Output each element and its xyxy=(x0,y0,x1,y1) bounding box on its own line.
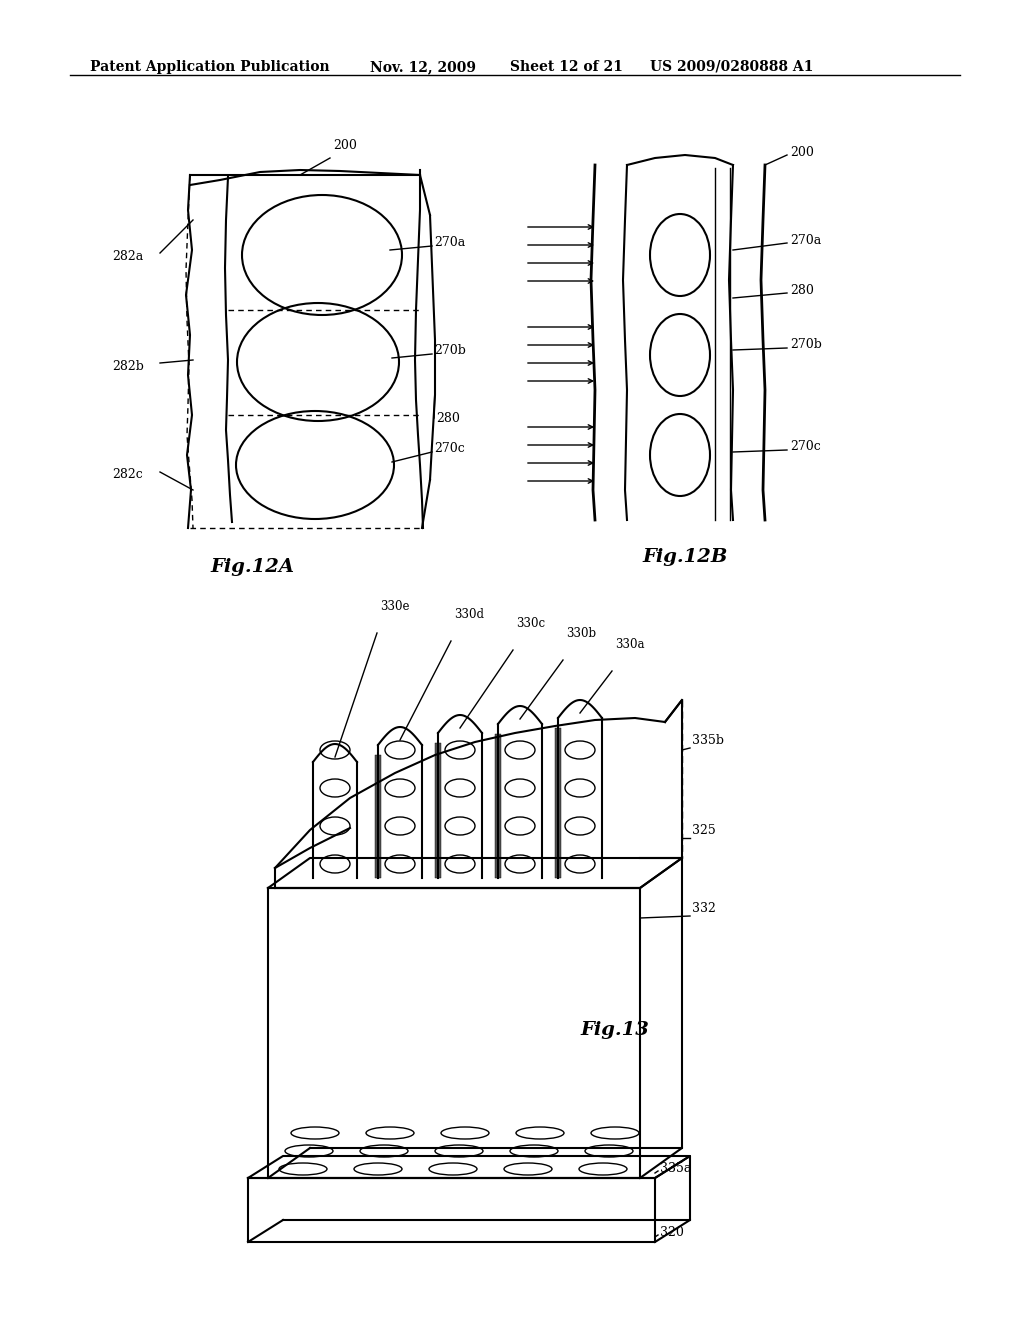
Text: 270a: 270a xyxy=(434,236,465,249)
Text: 330c: 330c xyxy=(516,616,545,630)
Text: Fig.12B: Fig.12B xyxy=(642,548,728,566)
Text: 320: 320 xyxy=(660,1225,684,1238)
Text: 330b: 330b xyxy=(566,627,596,640)
Text: Sheet 12 of 21: Sheet 12 of 21 xyxy=(510,59,623,74)
Bar xyxy=(435,743,441,878)
Text: 335b: 335b xyxy=(692,734,724,747)
Bar xyxy=(555,729,561,878)
Text: 282a: 282a xyxy=(112,249,143,263)
Text: 330e: 330e xyxy=(380,601,410,612)
Text: 270a: 270a xyxy=(790,234,821,247)
Text: 332: 332 xyxy=(692,902,716,915)
Text: 335a: 335a xyxy=(660,1162,691,1175)
Text: 280: 280 xyxy=(790,284,814,297)
Bar xyxy=(375,755,381,878)
Text: 270c: 270c xyxy=(434,442,465,455)
Text: 330a: 330a xyxy=(615,638,644,651)
Text: 200: 200 xyxy=(333,139,357,152)
Text: 282b: 282b xyxy=(112,359,144,372)
Text: 270b: 270b xyxy=(790,338,822,351)
Text: US 2009/0280888 A1: US 2009/0280888 A1 xyxy=(650,59,813,74)
Text: 280: 280 xyxy=(436,412,460,425)
Text: 270b: 270b xyxy=(434,345,466,358)
Text: Fig.13: Fig.13 xyxy=(580,1020,649,1039)
Text: 270c: 270c xyxy=(790,441,821,454)
Text: 330d: 330d xyxy=(454,609,484,620)
Text: Fig.12A: Fig.12A xyxy=(210,558,294,576)
Text: Patent Application Publication: Patent Application Publication xyxy=(90,59,330,74)
Text: Nov. 12, 2009: Nov. 12, 2009 xyxy=(370,59,476,74)
Text: 282c: 282c xyxy=(112,469,142,482)
Text: 325: 325 xyxy=(692,824,716,837)
Bar xyxy=(495,734,501,878)
Text: 200: 200 xyxy=(790,145,814,158)
